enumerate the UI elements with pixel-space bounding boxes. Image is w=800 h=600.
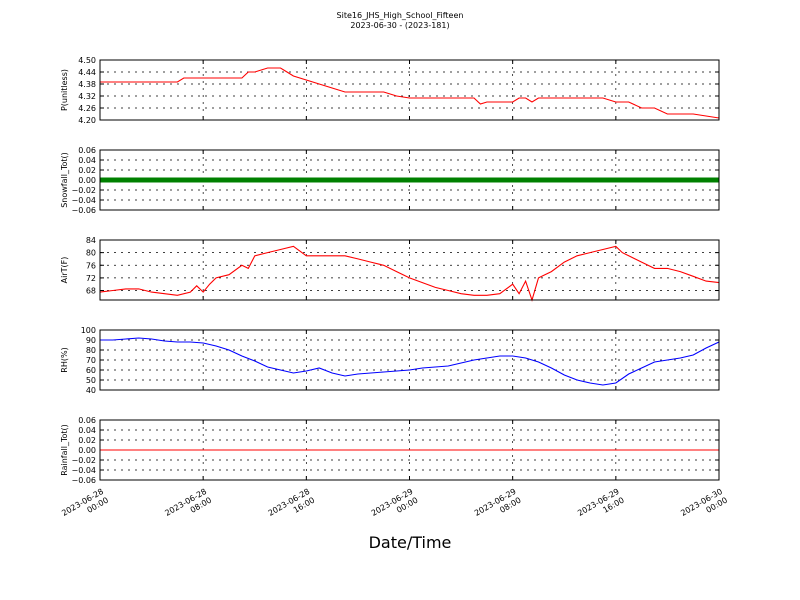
airtemp-ylabel: AirT(F) xyxy=(60,257,69,284)
airtemp-axes-frame xyxy=(99,239,720,301)
pressure-ylabel: P(unitless) xyxy=(60,69,69,111)
pressure-ytick-label: 4.50 xyxy=(78,56,96,65)
rh-axes-frame xyxy=(99,329,720,391)
rainfall-ytick-label: 0.06 xyxy=(78,416,96,425)
snowfall-ylabel: Snowfall_Tot() xyxy=(60,152,69,208)
rh-series-line xyxy=(100,337,720,386)
airtemp-ytick-label: 76 xyxy=(86,261,96,270)
rh-ytick-label: 70 xyxy=(86,356,96,365)
chart-subtitle: 2023-06-30 - (2023-181) xyxy=(350,21,450,30)
rh-ytick-label: 80 xyxy=(86,346,96,355)
rh-ylabel: RH(%) xyxy=(60,347,69,372)
snowfall-ytick-label: −0.02 xyxy=(71,186,96,195)
chart-title: Site16_JHS_High_School_Fifteen xyxy=(336,11,464,20)
snowfall-ytick-label: 0.06 xyxy=(78,146,96,155)
snowfall-axes-frame xyxy=(99,149,720,211)
pressure-series-line xyxy=(100,67,720,119)
rainfall-ytick-label: −0.06 xyxy=(71,476,96,485)
rh-ytick-label: 40 xyxy=(86,386,96,395)
snowfall-ytick-label: 0.02 xyxy=(78,166,96,175)
pressure-ytick-label: 4.32 xyxy=(78,92,96,101)
rh-ytick-label: 50 xyxy=(86,376,96,385)
snowfall-ytick-label: 0.00 xyxy=(78,176,96,185)
rainfall-axes-frame xyxy=(99,419,720,481)
rainfall-ytick-label: −0.04 xyxy=(71,466,96,475)
rh-ytick-label: 90 xyxy=(86,336,96,345)
snowfall-ytick-label: −0.04 xyxy=(71,196,96,205)
snowfall-ytick-label: −0.06 xyxy=(71,206,96,215)
airtemp-ytick-label: 80 xyxy=(86,249,96,258)
pressure-ytick-label: 4.20 xyxy=(78,116,96,125)
airtemp-series-line xyxy=(99,245,720,302)
rainfall-ytick-label: 0.04 xyxy=(78,426,96,435)
airtemp-ytick-label: 72 xyxy=(86,274,96,283)
pressure-ytick-label: 4.44 xyxy=(78,68,96,77)
snowfall-ytick-label: 0.04 xyxy=(78,156,96,165)
x-axis-label: Date/Time xyxy=(368,533,452,552)
pressure-ytick-label: 4.26 xyxy=(78,104,96,113)
pressure-ytick-label: 4.38 xyxy=(78,80,96,89)
rh-ytick-label: 60 xyxy=(86,366,96,375)
airtemp-ytick-label: 84 xyxy=(86,236,96,245)
rainfall-ytick-label: 0.00 xyxy=(78,446,96,455)
rainfall-ylabel: Rainfall_Tot() xyxy=(60,424,69,476)
rainfall-ytick-label: 0.02 xyxy=(78,436,96,445)
rainfall-ytick-label: −0.02 xyxy=(71,456,96,465)
airtemp-ytick-label: 68 xyxy=(86,287,96,296)
pressure-axes-frame xyxy=(99,59,720,121)
rh-ytick-label: 100 xyxy=(81,326,96,335)
